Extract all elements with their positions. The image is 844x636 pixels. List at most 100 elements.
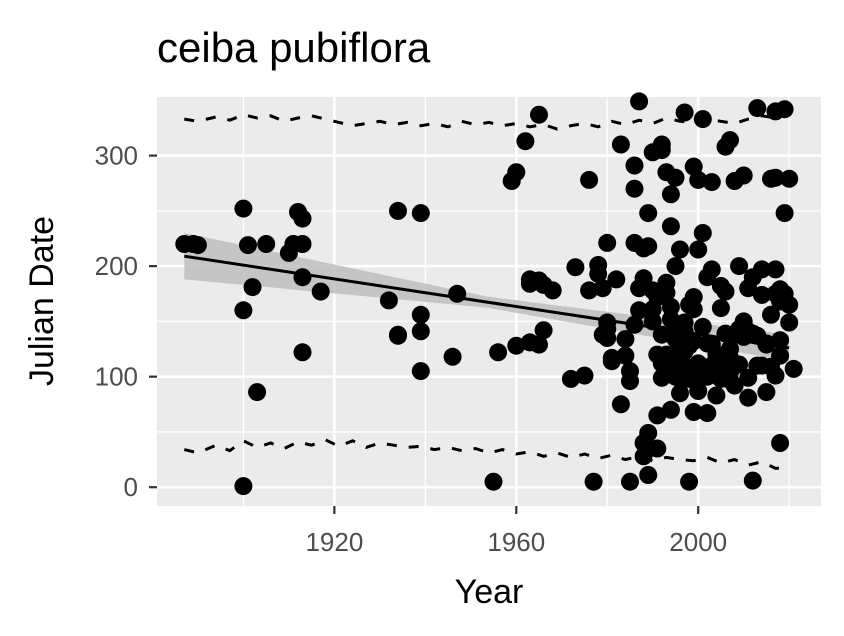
- x-axis: 1920 1960 2000: [305, 506, 727, 557]
- data-point: [652, 135, 671, 154]
- data-point: [584, 472, 603, 491]
- data-point: [752, 260, 771, 279]
- data-point: [762, 305, 780, 324]
- data-point: [607, 270, 626, 289]
- data-point: [411, 204, 430, 223]
- data-point: [784, 359, 803, 378]
- y-axis: 0 100 200 300: [95, 141, 157, 502]
- data-point: [648, 439, 667, 458]
- data-point: [239, 236, 257, 255]
- data-point: [580, 170, 599, 189]
- data-point: [771, 434, 790, 452]
- data-point: [188, 236, 207, 255]
- data-point: [775, 100, 794, 119]
- data-point: [625, 156, 644, 175]
- data-point: [598, 320, 617, 339]
- data-point: [534, 321, 553, 340]
- chart-title: ceiba pubiflora: [157, 24, 431, 71]
- data-point: [684, 288, 703, 307]
- data-point: [448, 284, 467, 303]
- data-point: [411, 305, 430, 324]
- data-point: [661, 185, 680, 204]
- data-point: [530, 105, 548, 124]
- data-point: [243, 278, 262, 297]
- data-point: [684, 332, 703, 351]
- data-point: [248, 383, 267, 402]
- data-point: [580, 281, 599, 300]
- data-point: [443, 347, 462, 366]
- data-point: [693, 317, 712, 336]
- data-point: [634, 447, 653, 466]
- data-point: [707, 345, 726, 364]
- data-point: [589, 256, 608, 274]
- trend-line: [184, 254, 790, 350]
- data-point: [611, 135, 630, 154]
- data-point: [693, 110, 712, 129]
- data-point: [389, 326, 407, 345]
- data-point: [716, 282, 735, 301]
- data-point: [775, 204, 794, 223]
- data-point: [639, 204, 658, 223]
- x-tick-label: 1920: [305, 527, 363, 557]
- y-tick-label: 100: [95, 362, 138, 392]
- y-tick-label: 0: [124, 472, 138, 502]
- data-point: [602, 348, 621, 367]
- data-point: [639, 237, 658, 256]
- data-point: [657, 283, 676, 302]
- data-point: [702, 173, 721, 192]
- y-tick-label: 300: [95, 141, 138, 171]
- data-point: [702, 260, 721, 279]
- data-point: [593, 279, 612, 298]
- data-point: [616, 346, 635, 365]
- x-tick-label: 2000: [669, 527, 727, 557]
- data-point: [561, 369, 580, 388]
- data-point: [689, 240, 708, 259]
- y-axis-title: Julian Date: [23, 216, 61, 386]
- data-point: [780, 313, 799, 332]
- upper-reference-band: [184, 112, 790, 131]
- x-axis-title: Year: [455, 573, 524, 611]
- data-point: [611, 395, 630, 414]
- data-point: [780, 169, 799, 188]
- data-point: [739, 388, 758, 407]
- data-point: [648, 406, 667, 425]
- data-point: [566, 258, 585, 277]
- data-point: [234, 477, 253, 496]
- data-point: [411, 322, 430, 341]
- data-point: [766, 168, 785, 187]
- y-tick-label: 200: [95, 251, 138, 281]
- data-point: [639, 424, 658, 442]
- data-point: [657, 345, 676, 364]
- data-point: [671, 384, 689, 403]
- data-point: [689, 170, 708, 189]
- data-point: [543, 281, 562, 300]
- data-point: [698, 404, 717, 423]
- data-point: [507, 163, 526, 182]
- lower-reference-band: [183, 438, 790, 470]
- data-point: [725, 376, 744, 395]
- data-point: [675, 103, 694, 122]
- data-point: [489, 343, 508, 362]
- data-point: [621, 472, 639, 491]
- data-point: [293, 343, 312, 362]
- data-point: [507, 336, 526, 355]
- data-point: [616, 330, 635, 349]
- data-point: [234, 301, 253, 320]
- data-point: [748, 99, 767, 118]
- data-point: [730, 257, 749, 276]
- data-point: [484, 472, 503, 491]
- data-point: [639, 466, 658, 484]
- data-points: [175, 92, 803, 496]
- trend-line-layer: [184, 254, 790, 350]
- data-point: [661, 217, 680, 236]
- data-point: [293, 235, 312, 253]
- data-point: [693, 224, 712, 242]
- x-tick-label: 1960: [487, 527, 545, 557]
- data-point: [630, 92, 649, 111]
- data-point: [311, 282, 330, 301]
- data-point: [621, 362, 639, 381]
- data-point: [411, 362, 430, 381]
- data-point: [379, 291, 398, 310]
- data-point: [757, 383, 776, 402]
